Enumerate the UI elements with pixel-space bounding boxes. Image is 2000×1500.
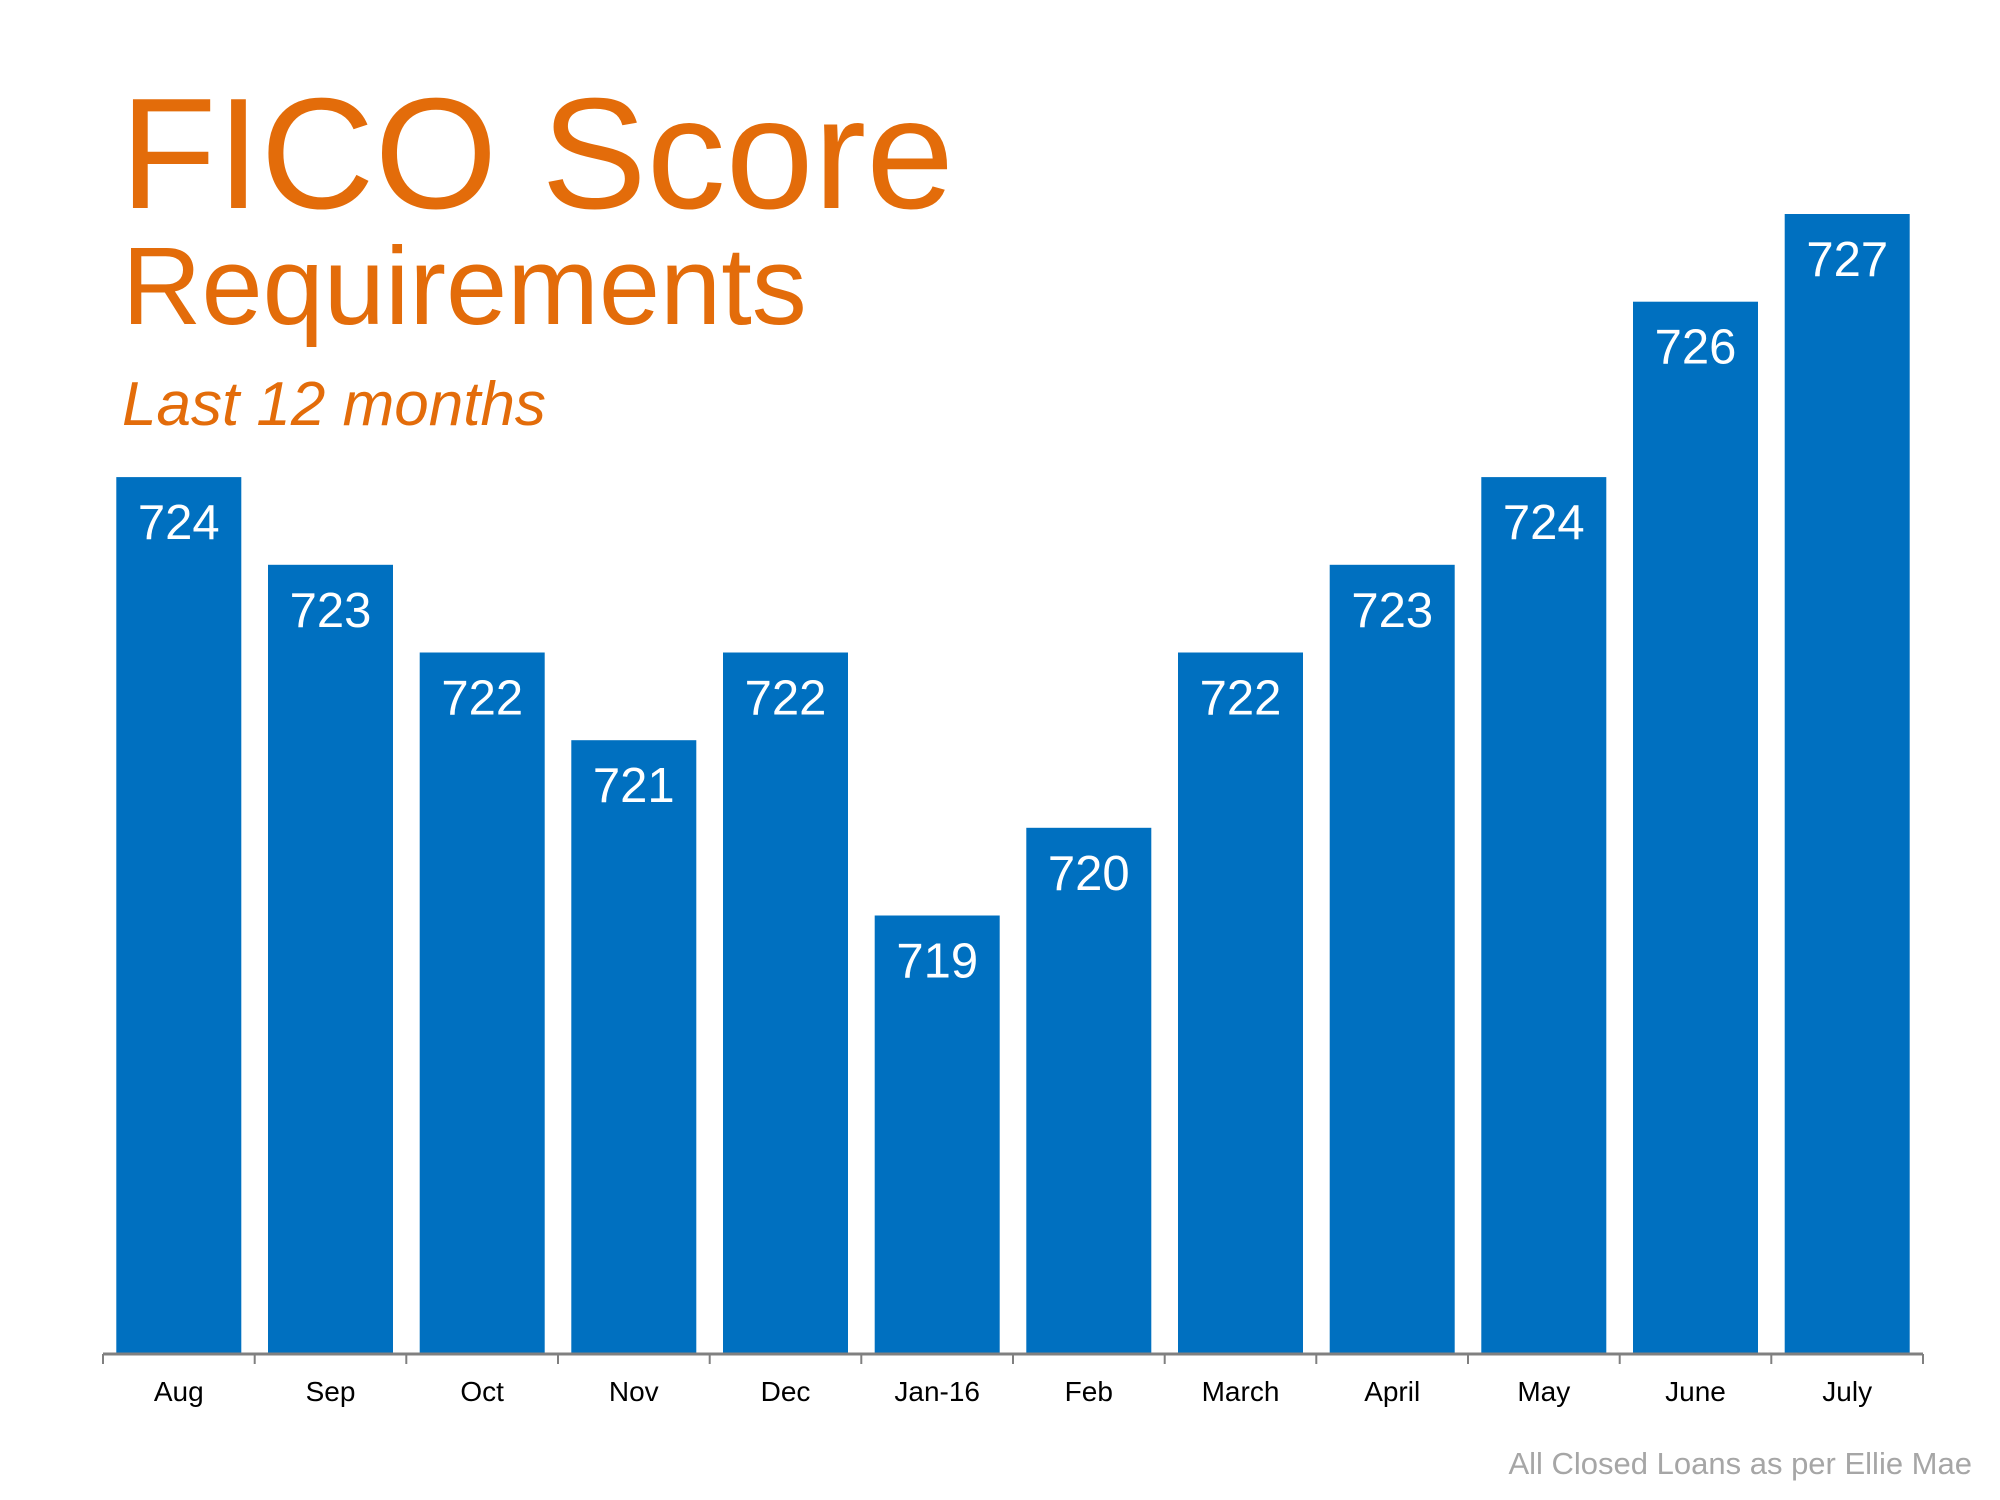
data-label-oct: 722 xyxy=(441,672,523,726)
data-label-june: 726 xyxy=(1655,321,1737,375)
bar-nov xyxy=(571,740,697,1354)
chart-period: Last 12 months xyxy=(122,370,546,439)
x-tick-labels-layer: Aug Sep Oct Nov Dec Jan-16 Feb March April May Jun… xyxy=(154,1376,1872,1407)
data-label-jan-16: 719 xyxy=(896,935,978,989)
chart-title: FICO Score xyxy=(120,66,955,242)
bars-layer xyxy=(116,214,1910,1355)
bar-oct xyxy=(419,652,545,1354)
bar-feb xyxy=(1026,827,1152,1354)
data-label-aug: 724 xyxy=(138,496,220,550)
bar-may xyxy=(1481,477,1607,1355)
bar-jan-16 xyxy=(874,915,1000,1354)
data-label-nov: 721 xyxy=(593,759,675,813)
data-label-july: 727 xyxy=(1806,233,1888,287)
x-tick-label-march: March xyxy=(1202,1376,1280,1407)
data-label-sep: 723 xyxy=(290,584,372,638)
x-tick-label-jan-16: Jan-16 xyxy=(894,1376,980,1407)
bar-april xyxy=(1329,564,1455,1354)
x-tick-label-july: July xyxy=(1822,1376,1872,1407)
bar-march xyxy=(1178,652,1303,1354)
data-labels-layer: 724 723 722 721 722 719 720 722 723 724 726 727 xyxy=(138,233,1888,989)
x-axis xyxy=(102,1352,1924,1364)
data-label-april: 723 xyxy=(1351,584,1433,638)
x-tick-label-june: June xyxy=(1665,1376,1726,1407)
data-label-may: 724 xyxy=(1503,496,1585,550)
data-label-dec: 722 xyxy=(745,672,827,726)
x-tick-label-dec: Dec xyxy=(761,1376,811,1407)
x-tick-label-may: May xyxy=(1517,1376,1570,1407)
bar-dec xyxy=(723,652,848,1354)
source-note: All Closed Loans as per Ellie Mae xyxy=(1508,1446,1972,1481)
x-tick-label-aug: Aug xyxy=(154,1376,204,1407)
bar-aug xyxy=(116,477,242,1355)
chart-subtitle: Requirements xyxy=(122,225,807,348)
data-label-feb: 720 xyxy=(1048,847,1130,901)
bar-june xyxy=(1633,301,1758,1355)
x-tick-label-feb: Feb xyxy=(1065,1376,1113,1407)
data-label-march: 722 xyxy=(1200,672,1282,726)
x-tick-label-oct: Oct xyxy=(460,1376,504,1407)
x-tick-label-nov: Nov xyxy=(609,1376,659,1407)
bar-sep xyxy=(268,564,393,1354)
bar-july xyxy=(1784,214,1910,1354)
x-tick-label-april: April xyxy=(1364,1376,1420,1407)
x-tick-label-sep: Sep xyxy=(306,1376,356,1407)
